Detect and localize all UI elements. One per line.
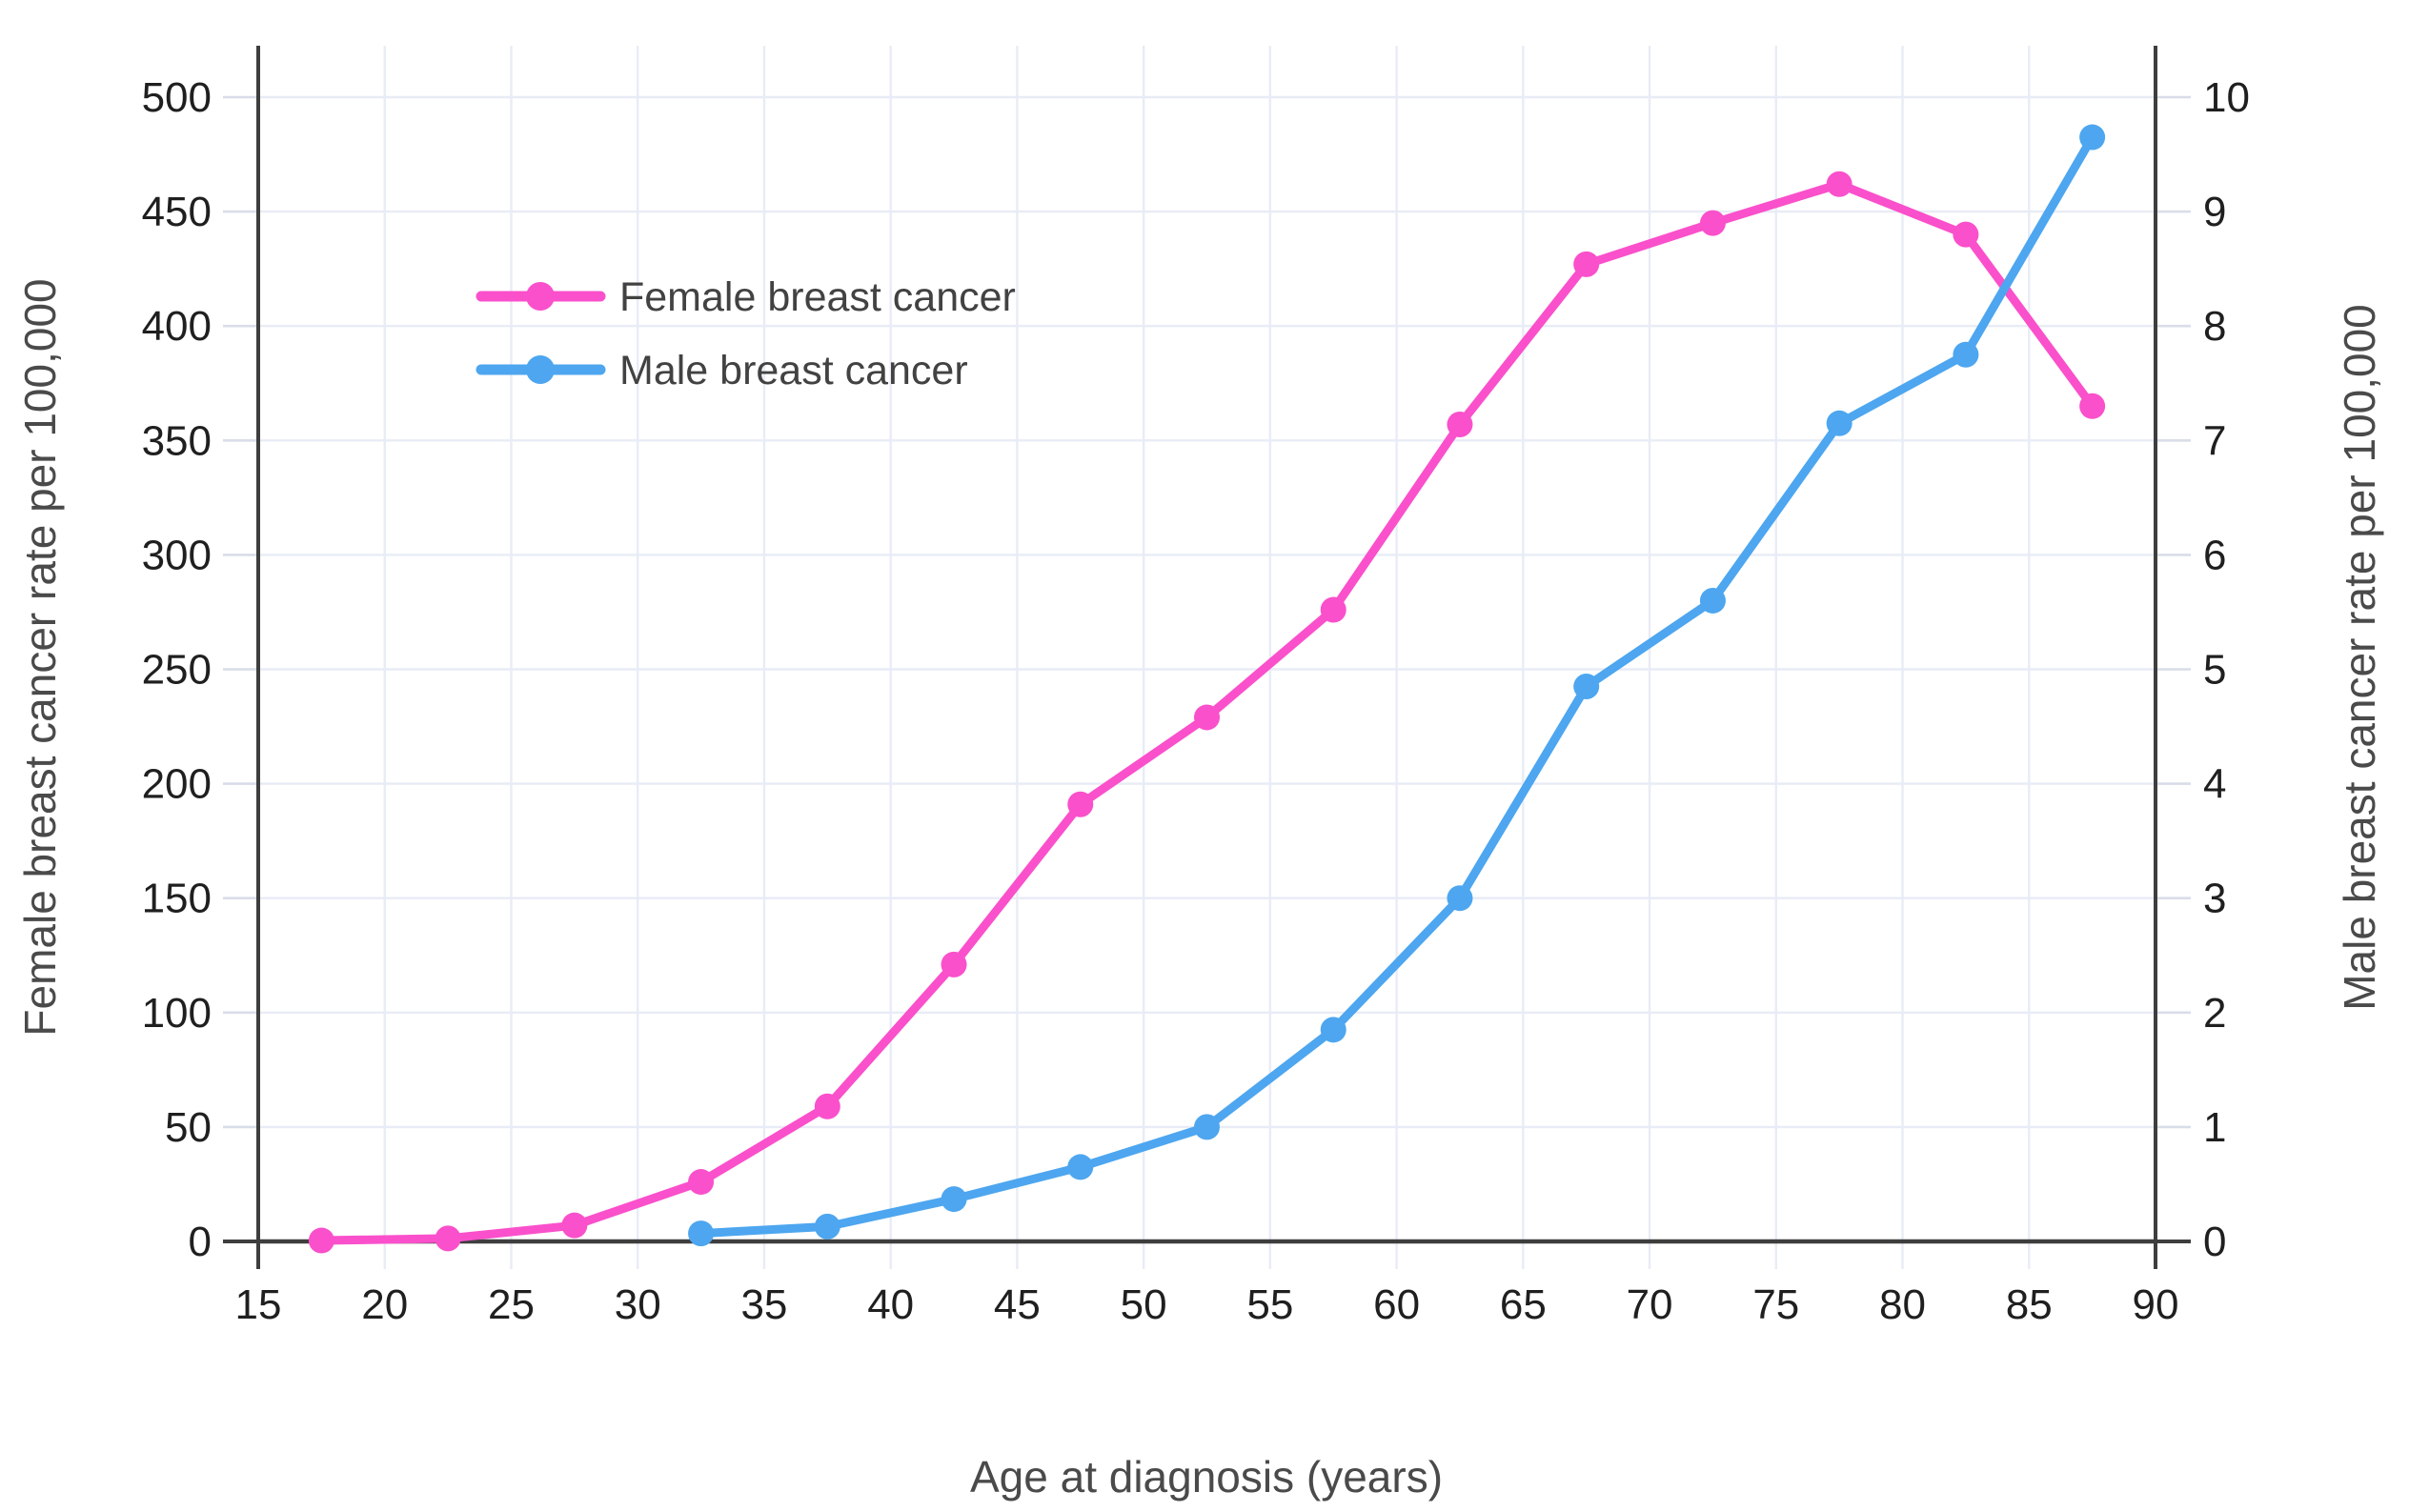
legend-label-male: Male breast cancer: [619, 348, 968, 393]
series-line-male: [697, 132, 2097, 1239]
x-tick-label: 20: [361, 1281, 408, 1328]
data-point-male: [2079, 124, 2106, 151]
data-point-male: [1953, 341, 1979, 368]
tick-marks: [223, 95, 2191, 1243]
data-point-male: [1194, 1114, 1220, 1140]
y-left-tick-label: 0: [189, 1219, 212, 1265]
y-right-tick-label: 0: [2203, 1219, 2226, 1265]
data-point-female: [435, 1225, 461, 1252]
x-tick-label: 65: [1500, 1281, 1547, 1328]
grid-lines: [256, 46, 2157, 1269]
x-tick-label: 80: [1879, 1281, 1926, 1328]
y-right-tick-label: 4: [2203, 761, 2226, 808]
x-tick-label: 55: [1246, 1281, 1293, 1328]
x-tick-label: 40: [867, 1281, 914, 1328]
x-tick-label: 35: [740, 1281, 787, 1328]
axis-lines: [256, 46, 2157, 1269]
data-point-female: [2079, 393, 2106, 419]
x-tick-label: 70: [1627, 1281, 1673, 1328]
y-right-tick-label: 9: [2203, 189, 2226, 235]
y-right-tick-label: 2: [2203, 990, 2226, 1037]
data-point-female: [1573, 251, 1600, 277]
data-point-male: [1826, 410, 1852, 436]
y-right-tick-label: 6: [2203, 532, 2226, 578]
data-point-female: [814, 1093, 840, 1119]
y-left-tick-label: 100: [142, 990, 212, 1037]
data-point-female: [1953, 221, 1979, 248]
data-point-male: [1067, 1154, 1094, 1180]
y-left-tick-label: 300: [142, 532, 212, 578]
y-right-tick-label: 8: [2203, 303, 2226, 350]
y-left-tick-label: 50: [165, 1104, 212, 1151]
legend-marker-female: [526, 282, 555, 311]
data-point-female: [308, 1227, 334, 1254]
x-axis-title: Age at diagnosis (years): [970, 1452, 1443, 1502]
legend-marker-male: [526, 355, 555, 384]
data-point-female: [1699, 210, 1726, 236]
data-point-male: [814, 1213, 840, 1240]
data-point-female: [1067, 791, 1094, 817]
y-left-tick-label: 350: [142, 417, 212, 464]
data-point-male: [1320, 1017, 1346, 1043]
y-right-tick-label: 5: [2203, 647, 2226, 694]
data-point-female: [1826, 171, 1852, 197]
x-tick-label: 45: [994, 1281, 1041, 1328]
data-point-female: [941, 951, 967, 978]
y-right-tick-label: 1: [2203, 1104, 2226, 1151]
y-left-tick-label: 200: [142, 761, 212, 808]
y-right-tick-label: 3: [2203, 876, 2226, 922]
data-point-female: [1320, 596, 1346, 623]
x-tick-label: 85: [2006, 1281, 2053, 1328]
y-left-tick-label: 500: [142, 74, 212, 121]
y-axis-title-left: Female breast cancer rate per 100,000: [15, 278, 65, 1036]
data-point-female: [1447, 411, 1473, 437]
y-left-tick-label: 150: [142, 876, 212, 922]
x-tick-label: 90: [2133, 1281, 2179, 1328]
data-series: [308, 124, 2106, 1254]
y-right-tick-label: 10: [2203, 74, 2250, 121]
x-tick-label: 50: [1121, 1281, 1167, 1328]
legend-item-female: Female breast cancer: [476, 274, 1016, 320]
data-point-male: [1573, 674, 1600, 700]
data-point-male: [1447, 885, 1473, 912]
x-tick-label: 75: [1752, 1281, 1799, 1328]
y-axis-title-right: Male breast cancer rate per 100,000: [2335, 304, 2384, 1011]
x-tick-label: 60: [1373, 1281, 1420, 1328]
data-point-female: [1194, 704, 1220, 731]
x-tick-label: 30: [615, 1281, 661, 1328]
data-point-male: [688, 1220, 715, 1247]
y-right-tick-label: 7: [2203, 417, 2226, 464]
tick-labels: 0501001502002503003504004505000123456789…: [142, 74, 2250, 1328]
legend-item-male: Male breast cancer: [476, 348, 968, 393]
data-point-female: [561, 1212, 588, 1239]
data-point-female: [688, 1169, 715, 1196]
y-left-tick-label: 450: [142, 189, 212, 235]
y-left-tick-label: 400: [142, 303, 212, 350]
x-tick-label: 15: [235, 1281, 282, 1328]
legend: Female breast cancer Male breast cancer: [476, 274, 1016, 393]
data-point-male: [1699, 587, 1726, 614]
data-point-male: [941, 1186, 967, 1213]
y-left-tick-label: 250: [142, 647, 212, 694]
legend-label-female: Female breast cancer: [619, 274, 1016, 320]
x-tick-label: 25: [488, 1281, 535, 1328]
